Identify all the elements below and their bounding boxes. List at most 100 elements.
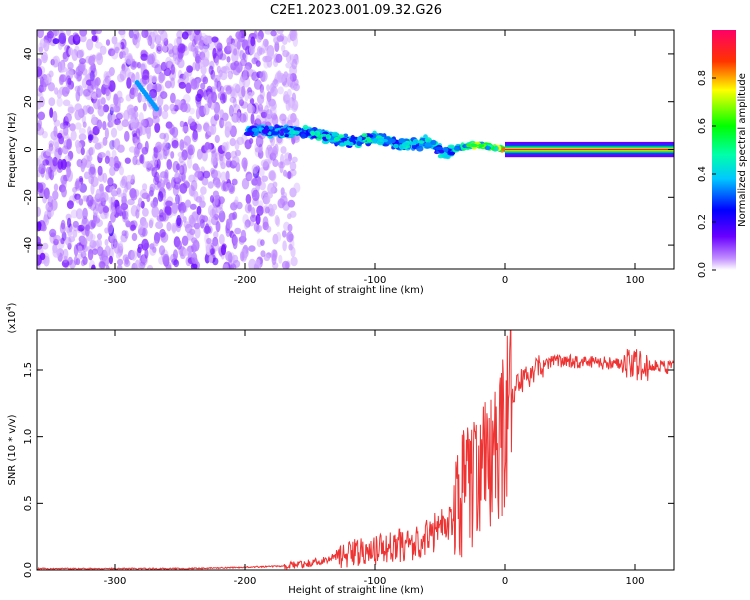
heatmap-cell <box>104 127 109 140</box>
heatmap-cell <box>195 61 201 72</box>
heatmap-cell <box>57 147 63 156</box>
heatmap-cell <box>91 114 96 125</box>
heatmap-cell <box>116 122 124 131</box>
heatmap-cell <box>78 61 87 73</box>
colorbar-tick-label: 0.4 <box>697 166 708 182</box>
heatmap-cell <box>290 112 297 123</box>
heatmap-cell <box>282 169 288 177</box>
colorbar-tick-label: 0.8 <box>697 70 708 86</box>
heatmap-cell <box>238 236 245 245</box>
heatmap-cell <box>63 255 68 263</box>
heatmap-cell <box>236 201 243 210</box>
heatmap-cell <box>92 217 101 224</box>
heatmap-cell <box>230 201 239 210</box>
heatmap-cell <box>74 180 82 191</box>
heatmap-cell <box>48 143 54 152</box>
heatmap-cell <box>253 30 258 40</box>
heatmap-cell <box>176 36 182 46</box>
heatmap-cell <box>72 224 80 232</box>
heatmap-cell <box>113 42 122 51</box>
heatmap-cell <box>169 103 176 112</box>
heatmap-cell <box>80 251 87 259</box>
heatmap-cell <box>75 208 84 220</box>
heatmap-cell <box>113 118 121 126</box>
heatmap-cell <box>150 200 157 208</box>
heatmap-cell <box>165 56 172 68</box>
heatmap-cell <box>219 109 225 120</box>
heatmap-cell <box>179 139 185 151</box>
heatmap-cell <box>134 259 140 269</box>
heatmap-cell <box>160 91 168 100</box>
heatmap-cell <box>333 136 340 142</box>
heatmap-cell <box>115 112 123 120</box>
y-tick-label: 1.5 <box>23 362 34 378</box>
heatmap-cell <box>173 249 178 260</box>
colorbar-tick-label: 0.6 <box>697 118 708 134</box>
heatmap-cell <box>289 82 298 91</box>
heatmap-cell <box>229 138 236 147</box>
heatmap-cell <box>53 183 59 192</box>
heatmap-cell <box>279 113 287 124</box>
heatmap-cell <box>292 130 300 135</box>
heatmap-cell <box>398 138 406 144</box>
heatmap-cell <box>255 135 264 148</box>
x-tick-label: 0 <box>502 275 508 286</box>
heatmap-cell <box>256 225 263 233</box>
heatmap-cell <box>235 162 241 173</box>
heatmap-cell <box>214 170 222 180</box>
heatmap-cell <box>96 53 104 66</box>
heatmap-cell <box>135 159 142 166</box>
heatmap-cell <box>41 224 47 232</box>
heatmap-cell <box>80 237 88 246</box>
heatmap-cell <box>225 85 232 95</box>
heatmap-cell <box>194 170 203 178</box>
heatmap-cell <box>117 264 123 269</box>
heatmap-cell <box>216 80 222 93</box>
heatmap-cell <box>44 75 49 85</box>
heatmap-cell <box>185 82 192 94</box>
heatmap-cell <box>80 259 86 267</box>
heatmap-cell <box>137 197 143 208</box>
heatmap-cell <box>79 49 85 58</box>
heatmap-cell <box>111 206 116 216</box>
heatmap-cell <box>148 190 154 197</box>
heatmap-cell <box>292 99 299 111</box>
heatmap-cell <box>191 131 199 143</box>
heatmap-cell <box>139 189 148 199</box>
heatmap-cell <box>77 85 84 97</box>
heatmap-cell <box>264 30 272 35</box>
heatmap-cell <box>51 56 58 68</box>
heatmap-cell <box>151 206 160 218</box>
heatmap-cell <box>94 203 100 212</box>
heatmap-cell <box>87 83 94 93</box>
heatmap-cell <box>262 38 269 48</box>
heatmap-cell <box>283 71 289 79</box>
heatmap-cell <box>271 131 279 136</box>
heatmap-cell <box>47 205 55 218</box>
heatmap-cell <box>165 142 171 150</box>
heatmap-cell <box>131 130 137 138</box>
heatmap-cell <box>74 193 81 200</box>
heatmap-cell <box>235 31 242 39</box>
heatmap-cell <box>141 146 149 155</box>
heatmap-cell <box>110 49 119 60</box>
heatmap-cell <box>122 254 129 262</box>
y-tick-label: -20 <box>23 189 34 205</box>
heatmap-cell <box>262 216 269 228</box>
heatmap-cell <box>37 101 42 110</box>
heatmap-cell <box>214 78 219 90</box>
heatmap-cell <box>177 58 185 69</box>
heatmap-cell <box>166 182 173 191</box>
y-tick-label: 20 <box>23 95 34 108</box>
heatmap-cell <box>83 89 91 97</box>
heatmap-cell <box>153 240 159 247</box>
heatmap-cell <box>97 165 103 176</box>
heatmap-cell <box>273 77 278 85</box>
heatmap-cell <box>68 47 74 56</box>
heatmap-cell <box>116 90 123 100</box>
heatmap-cell <box>157 94 164 107</box>
heatmap-cell <box>124 230 129 239</box>
heatmap-cell <box>97 152 106 158</box>
heatmap-cell <box>95 30 102 35</box>
heatmap-cell <box>453 145 461 151</box>
